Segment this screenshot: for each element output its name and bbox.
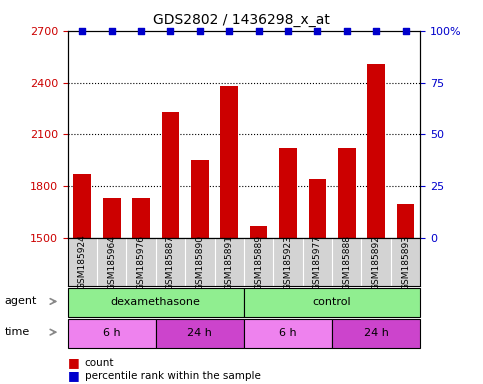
Text: 6 h: 6 h xyxy=(279,328,297,338)
Text: agent: agent xyxy=(5,296,37,306)
Bar xyxy=(338,148,355,384)
Bar xyxy=(73,174,91,384)
Point xyxy=(313,28,321,34)
Bar xyxy=(244,319,332,348)
Bar xyxy=(191,161,209,384)
Bar xyxy=(250,226,268,384)
Bar xyxy=(397,204,414,384)
Point xyxy=(78,28,86,34)
Point xyxy=(167,28,174,34)
Text: control: control xyxy=(313,297,351,308)
Bar xyxy=(103,199,120,384)
Text: GSM185964: GSM185964 xyxy=(107,235,116,290)
Text: GSM185892: GSM185892 xyxy=(371,235,381,290)
Bar xyxy=(68,319,156,348)
Point xyxy=(108,28,115,34)
Text: dexamethasone: dexamethasone xyxy=(111,297,201,308)
Point xyxy=(255,28,262,34)
Text: ■: ■ xyxy=(68,369,79,382)
Bar xyxy=(162,112,179,384)
Bar xyxy=(68,288,244,317)
Text: GSM185888: GSM185888 xyxy=(342,235,351,290)
Point xyxy=(226,28,233,34)
Point xyxy=(372,28,380,34)
Text: time: time xyxy=(5,327,30,337)
Point xyxy=(196,28,204,34)
Text: 24 h: 24 h xyxy=(364,328,389,338)
Text: ■: ■ xyxy=(68,356,79,369)
Point xyxy=(284,28,292,34)
Bar xyxy=(309,179,326,384)
Text: GSM185889: GSM185889 xyxy=(254,235,263,290)
Point xyxy=(343,28,351,34)
Text: GSM185976: GSM185976 xyxy=(137,235,145,290)
Bar xyxy=(132,199,150,384)
Text: 24 h: 24 h xyxy=(187,328,213,338)
Text: GSM185891: GSM185891 xyxy=(225,235,234,290)
Bar xyxy=(220,86,238,384)
Text: GSM185887: GSM185887 xyxy=(166,235,175,290)
Point xyxy=(137,28,145,34)
Bar xyxy=(244,288,420,317)
Text: count: count xyxy=(85,358,114,368)
Text: percentile rank within the sample: percentile rank within the sample xyxy=(85,371,260,381)
Text: GSM185924: GSM185924 xyxy=(78,235,87,290)
Point xyxy=(402,28,410,34)
Text: GSM185923: GSM185923 xyxy=(284,235,293,290)
Bar xyxy=(332,319,420,348)
Text: GDS2802 / 1436298_x_at: GDS2802 / 1436298_x_at xyxy=(153,13,330,27)
Bar xyxy=(279,148,297,384)
Text: 6 h: 6 h xyxy=(103,328,120,338)
Text: GSM185890: GSM185890 xyxy=(195,235,204,290)
Text: GSM185893: GSM185893 xyxy=(401,235,410,290)
Bar xyxy=(367,64,385,384)
Bar xyxy=(156,319,244,348)
Text: GSM185977: GSM185977 xyxy=(313,235,322,290)
